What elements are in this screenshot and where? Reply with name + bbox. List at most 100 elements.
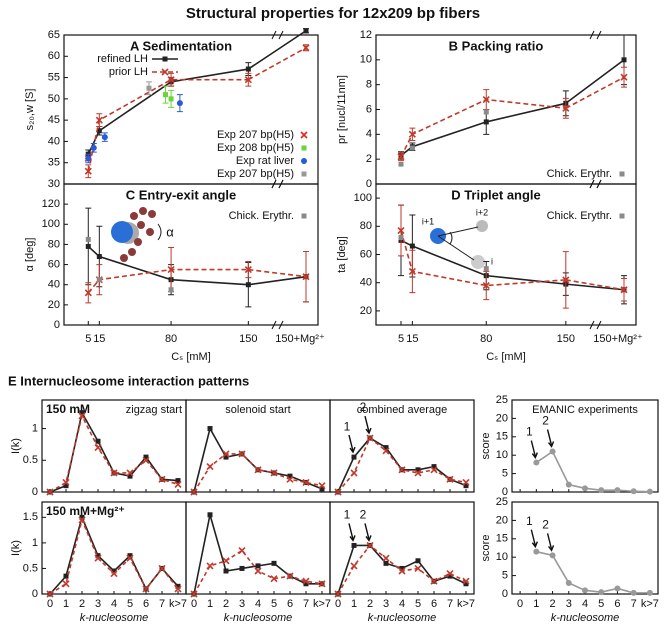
- series-line: [49, 514, 179, 595]
- axis-break: [589, 179, 602, 189]
- marker: [168, 287, 174, 293]
- y-tick-label: 50: [48, 93, 60, 105]
- x-tick-label: 4: [255, 598, 261, 610]
- y-tick-label: 4: [366, 128, 372, 140]
- y-tick-label: 120: [42, 198, 60, 210]
- x-axis-label: k-nucleosome: [368, 612, 436, 624]
- angle-arc: [157, 223, 162, 241]
- y-tick-label: 20: [496, 514, 508, 526]
- legend-label: Exp 207 bp(H5): [217, 168, 294, 180]
- marker: [382, 447, 390, 455]
- y-tick-label: 0: [366, 178, 372, 190]
- marker: [415, 558, 421, 564]
- legend-marker: [301, 145, 307, 151]
- marker: [167, 76, 175, 84]
- y-tick-label: 8: [366, 79, 372, 91]
- legend-marker: [301, 171, 307, 177]
- marker: [206, 463, 214, 471]
- y-tick-label: 0: [502, 588, 508, 600]
- series-line-break: [565, 59, 625, 104]
- subplot-title: zigzag start: [126, 404, 182, 416]
- arrow-head: [531, 452, 538, 459]
- plot-frame: [329, 501, 475, 595]
- subplot-title: combined average: [357, 404, 448, 416]
- x-tick-label: 1: [533, 598, 539, 610]
- dna-bead: [130, 212, 138, 220]
- plot-frame: [375, 34, 637, 185]
- arrow-head: [365, 535, 372, 542]
- y-tick-label: 40: [48, 135, 60, 147]
- annotation-label: 1: [344, 508, 351, 522]
- arrow-head: [365, 427, 372, 435]
- x-tick-label: 15: [93, 333, 105, 345]
- annotation-label: 2: [542, 414, 549, 428]
- marker: [142, 585, 150, 593]
- y-axis-label: pr [nucl/11nm]: [336, 75, 348, 144]
- x-tick-label: 150+Mg²⁺: [275, 333, 325, 345]
- marker: [334, 488, 342, 496]
- marker: [96, 128, 102, 134]
- series-line-break: [247, 30, 307, 70]
- arrow-head: [547, 441, 555, 448]
- x-tick-label: 6: [143, 598, 149, 610]
- marker: [158, 564, 166, 573]
- marker: [414, 564, 422, 573]
- marker: [350, 469, 358, 477]
- figure-title: Structural properties for 12x209 bp fibe…: [186, 5, 480, 22]
- y-axis-label: α [deg]: [24, 238, 36, 272]
- marker: [146, 85, 152, 91]
- marker: [351, 454, 357, 460]
- panel-title: C Entry-exit angle: [126, 187, 237, 202]
- subplot-title: solenoid start: [225, 404, 290, 416]
- marker: [414, 469, 422, 477]
- marker: [398, 466, 406, 474]
- x-tick-label: 4: [399, 598, 405, 610]
- marker: [620, 73, 628, 81]
- legend-marker: [161, 68, 169, 76]
- y-axis-label: score: [480, 433, 492, 460]
- marker: [95, 438, 101, 444]
- y-tick-label: 60: [48, 258, 60, 270]
- x-tick-label: 1: [63, 598, 69, 610]
- plot-frame: [375, 183, 637, 326]
- marker: [94, 554, 102, 562]
- axis-break: [271, 30, 284, 40]
- y-tick-label: 40: [48, 279, 60, 291]
- marker: [582, 485, 588, 492]
- y-tick-label: 15: [496, 533, 508, 545]
- x-tick-label: 7: [159, 598, 165, 610]
- x-tick-label: 5: [85, 333, 91, 345]
- arrow-head: [531, 541, 538, 549]
- marker: [174, 585, 182, 593]
- y-tick-label: 65: [48, 29, 60, 41]
- y-tick-label: 55: [48, 71, 60, 83]
- series-line: [49, 413, 179, 493]
- row-label: 150 mM+Mg²⁺: [46, 504, 125, 518]
- marker: [90, 144, 97, 151]
- x-tick-label: 0: [47, 598, 53, 610]
- series-line: [337, 436, 467, 493]
- series-line: [49, 517, 179, 595]
- marker: [85, 236, 91, 242]
- annotation-arrow: [546, 533, 553, 550]
- marker: [431, 464, 437, 470]
- y-tick-label: 25: [496, 394, 508, 406]
- dna-bead: [120, 254, 128, 262]
- y-tick-label: 100: [354, 192, 372, 204]
- marker: [167, 266, 175, 274]
- diagram-c: [111, 207, 162, 262]
- legend-marker: [619, 213, 625, 219]
- y-tick-label: 60: [360, 248, 372, 260]
- annotation-arrow: [348, 434, 354, 452]
- legend-marker: [162, 56, 168, 62]
- x-tick-label: 5: [271, 598, 277, 610]
- legend-marker: [301, 213, 307, 219]
- marker: [483, 109, 489, 115]
- y-tick-label: 0: [32, 588, 38, 600]
- marker: [383, 445, 389, 451]
- annotation-label: 2: [360, 508, 367, 522]
- marker: [175, 583, 181, 589]
- marker: [163, 92, 169, 98]
- marker: [646, 589, 653, 596]
